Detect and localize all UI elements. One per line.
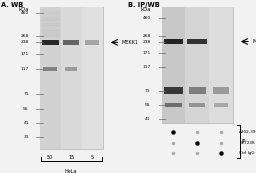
Text: 31: 31 [23,135,29,139]
Text: Ctrl IgG: Ctrl IgG [239,151,255,155]
Text: 460: 460 [142,16,151,20]
Text: 238: 238 [142,39,151,44]
Text: 5: 5 [91,155,94,160]
Bar [61,7,82,149]
Text: 117: 117 [142,65,151,69]
Text: A. WB: A. WB [1,2,24,8]
Text: MEKK1: MEKK1 [122,40,139,45]
Bar [209,7,233,123]
Bar [164,39,183,44]
Text: 50: 50 [47,155,53,160]
Text: kDa: kDa [18,7,29,12]
Bar [162,7,185,123]
Text: HeLa: HeLa [65,169,77,173]
Bar [214,102,228,107]
Bar [189,102,205,107]
Bar [39,7,61,149]
Text: 71: 71 [145,89,151,93]
Text: 238: 238 [20,40,29,44]
Bar [185,7,209,123]
Text: 268: 268 [142,34,151,38]
Text: 41: 41 [145,116,151,121]
Text: 268: 268 [20,34,29,38]
Text: 15: 15 [68,155,74,160]
Bar [39,7,103,149]
Text: A302-395A: A302-395A [239,130,256,134]
Text: MEKK1: MEKK1 [252,39,256,44]
Bar [164,87,183,94]
Bar [189,87,206,94]
Text: BL7238: BL7238 [239,141,255,145]
Text: 55: 55 [145,103,151,107]
Text: 55: 55 [23,107,29,111]
Bar [213,87,229,94]
Text: IP: IP [241,139,246,144]
Text: 171: 171 [20,52,29,57]
Text: 117: 117 [20,67,29,71]
Text: kDa: kDa [140,7,151,12]
Text: 460: 460 [20,11,29,15]
Bar [43,67,57,71]
Bar [63,40,79,45]
Bar [42,40,59,45]
Bar [165,102,182,107]
Bar [187,39,207,44]
Bar [65,67,77,71]
Text: 171: 171 [142,51,151,55]
Bar [86,40,99,45]
Bar [162,7,233,123]
Text: B. IP/WB: B. IP/WB [128,2,160,8]
Bar [82,7,103,149]
Text: 41: 41 [23,121,29,125]
Text: 71: 71 [23,92,29,96]
